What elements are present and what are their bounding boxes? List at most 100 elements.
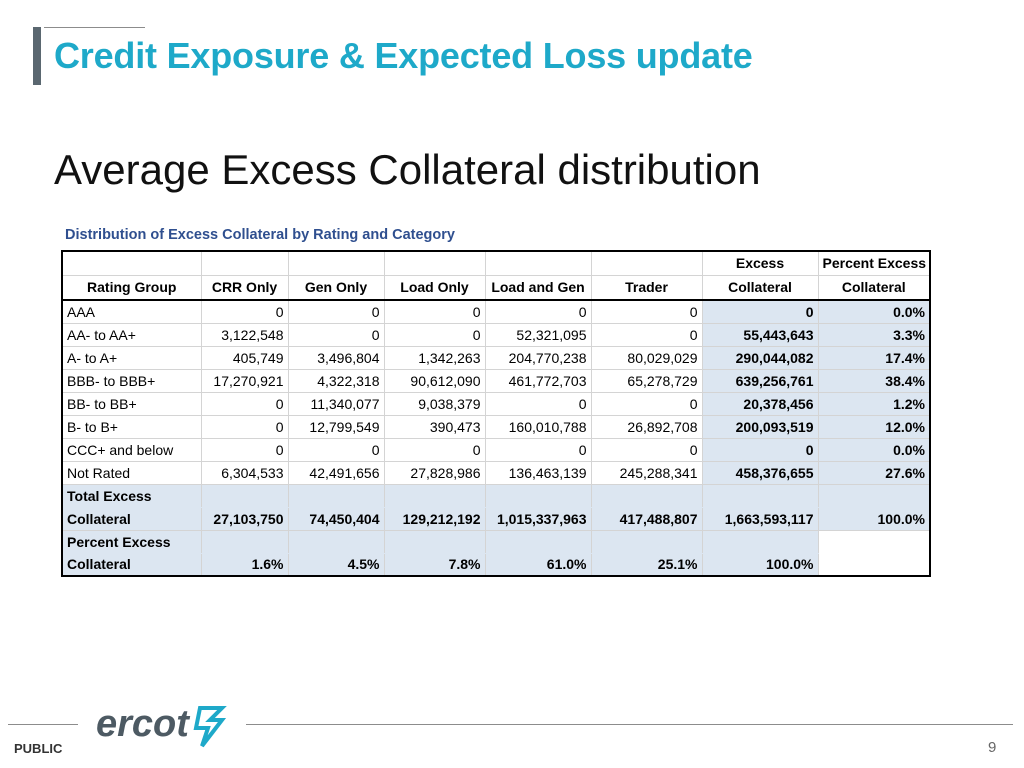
total-row: Collateral 27,103,750 74,450,404 129,212…: [62, 507, 931, 531]
percent-excess-cell: 38.4%: [818, 369, 931, 393]
rating-group-cell: AAA: [62, 300, 202, 324]
load-and-gen-cell: 204,770,238: [485, 346, 592, 370]
header-load-and-gen: Load and Gen: [485, 275, 592, 301]
gen-only-cell: 0: [288, 300, 385, 324]
crr-only-cell: 17,270,921: [201, 369, 289, 393]
trader-cell: 0: [591, 438, 703, 462]
load-and-gen-cell: 160,010,788: [485, 415, 592, 439]
table-body: AAA 0 0 0 0 0 0 0.0% AA- to AA+ 3,122,54…: [62, 300, 931, 485]
load-only-cell: 90,612,090: [384, 369, 486, 393]
load-only-cell: 1,342,263: [384, 346, 486, 370]
percent-load-cell: 7.8%: [384, 553, 486, 577]
percent-excess-cell: 3.3%: [818, 323, 931, 347]
header-blank: [62, 251, 202, 276]
gen-only-cell: 3,496,804: [288, 346, 385, 370]
percent-load-and-gen-cell: 61.0%: [485, 553, 592, 577]
total-gen-cell: 74,450,404: [288, 507, 385, 531]
header-percent-line2: Collateral: [818, 275, 931, 301]
slide-subtitle: Average Excess Collateral distribution: [54, 146, 761, 193]
gen-only-cell: 0: [288, 438, 385, 462]
total-load-and-gen-cell: 1,015,337,963: [485, 507, 592, 531]
public-label: PUBLIC: [14, 741, 63, 756]
header-blank: [288, 251, 385, 276]
trader-cell: 80,029,029: [591, 346, 703, 370]
crr-only-cell: 0: [201, 300, 289, 324]
excess-collateral-table: Excess Percent Excess Rating Group CRR O…: [61, 250, 931, 577]
percent-row: Collateral 1.6% 4.5% 7.8% 61.0% 25.1% 10…: [62, 553, 930, 577]
gen-only-cell: 11,340,077: [288, 392, 385, 416]
excess-collateral-cell: 458,376,655: [702, 461, 819, 485]
excess-collateral-cell: 0: [702, 300, 819, 324]
header-crr-only: CRR Only: [201, 275, 289, 301]
header-trader: Trader: [591, 275, 703, 301]
load-and-gen-cell: 136,463,139: [485, 461, 592, 485]
percent-gen-cell: 4.5%: [288, 553, 385, 577]
table-row: A- to A+ 405,749 3,496,804 1,342,263 204…: [62, 346, 931, 370]
percent-label-line2: Collateral: [62, 553, 202, 577]
load-and-gen-cell: 0: [485, 392, 592, 416]
load-only-cell: 390,473: [384, 415, 486, 439]
header-excess-line2: Collateral: [702, 275, 819, 301]
percent-excess-cell: 27.6%: [818, 461, 931, 485]
title-accent-bar: [33, 27, 41, 85]
gen-only-cell: 4,322,318: [288, 369, 385, 393]
load-only-cell: 9,038,379: [384, 392, 486, 416]
rating-group-cell: AA- to AA+: [62, 323, 202, 347]
distribution-table-region: Distribution of Excess Collateral by Rat…: [60, 220, 932, 577]
header-row-2: Rating Group CRR Only Gen Only Load Only…: [62, 275, 931, 301]
gen-only-cell: 0: [288, 323, 385, 347]
table-row: AA- to AA+ 3,122,548 0 0 52,321,095 0 55…: [62, 323, 931, 347]
table-row: BBB- to BBB+ 17,270,921 4,322,318 90,612…: [62, 369, 931, 393]
table-row: BB- to BB+ 0 11,340,077 9,038,379 0 0 20…: [62, 392, 931, 416]
footer-rule-right: [246, 724, 1013, 725]
load-only-cell: 27,828,986: [384, 461, 486, 485]
rating-group-cell: Not Rated: [62, 461, 202, 485]
total-percent-cell: 100.0%: [818, 507, 931, 531]
trader-cell: 0: [591, 300, 703, 324]
total-row-label: Total Excess: [62, 484, 931, 508]
percent-excess-cell: 17.4%: [818, 346, 931, 370]
total-excess-cell: 1,663,593,117: [702, 507, 819, 531]
load-and-gen-cell: 0: [485, 438, 592, 462]
ercot-lightning-icon: [193, 706, 227, 748]
trader-cell: 26,892,708: [591, 415, 703, 439]
title-top-rule: [44, 27, 145, 28]
load-only-cell: 0: [384, 438, 486, 462]
header-gen-only: Gen Only: [288, 275, 385, 301]
trader-cell: 0: [591, 392, 703, 416]
trader-cell: 65,278,729: [591, 369, 703, 393]
load-only-cell: 0: [384, 300, 486, 324]
rating-group-cell: B- to B+: [62, 415, 202, 439]
excess-collateral-cell: 0: [702, 438, 819, 462]
total-crr-cell: 27,103,750: [201, 507, 289, 531]
percent-crr-cell: 1.6%: [201, 553, 289, 577]
total-label-line2: Collateral: [62, 507, 202, 531]
gen-only-cell: 42,491,656: [288, 461, 385, 485]
table-caption: Distribution of Excess Collateral by Rat…: [65, 227, 455, 243]
excess-collateral-cell: 20,378,456: [702, 392, 819, 416]
table-summary: Total Excess Collateral 27,103,750 74,45…: [62, 484, 931, 577]
crr-only-cell: 0: [201, 392, 289, 416]
page-number: 9: [988, 739, 997, 756]
crr-only-cell: 0: [201, 438, 289, 462]
header-load-only: Load Only: [384, 275, 486, 301]
slide-title: Credit Exposure & Expected Loss update: [54, 35, 753, 76]
percent-trader-cell: 25.1%: [591, 553, 703, 577]
excess-collateral-cell: 200,093,519: [702, 415, 819, 439]
percent-excess-cell: 0.0%: [818, 300, 931, 324]
table-row: B- to B+ 0 12,799,549 390,473 160,010,78…: [62, 415, 931, 439]
footer-rule-left: [8, 724, 78, 725]
header-excess-line1: Excess: [702, 251, 819, 276]
load-and-gen-cell: 52,321,095: [485, 323, 592, 347]
rating-group-cell: BBB- to BBB+: [62, 369, 202, 393]
load-and-gen-cell: 0: [485, 300, 592, 324]
ercot-logo: ercot: [96, 703, 227, 748]
logo-wordmark: ercot: [96, 703, 190, 745]
percent-excess-cell: 12.0%: [818, 415, 931, 439]
percent-row-label: Percent Excess: [62, 530, 931, 577]
crr-only-cell: 0: [201, 415, 289, 439]
excess-collateral-cell: 55,443,643: [702, 323, 819, 347]
total-trader-cell: 417,488,807: [591, 507, 703, 531]
percent-excess-cell: 0.0%: [818, 438, 931, 462]
table-row: AAA 0 0 0 0 0 0 0.0%: [62, 300, 931, 324]
